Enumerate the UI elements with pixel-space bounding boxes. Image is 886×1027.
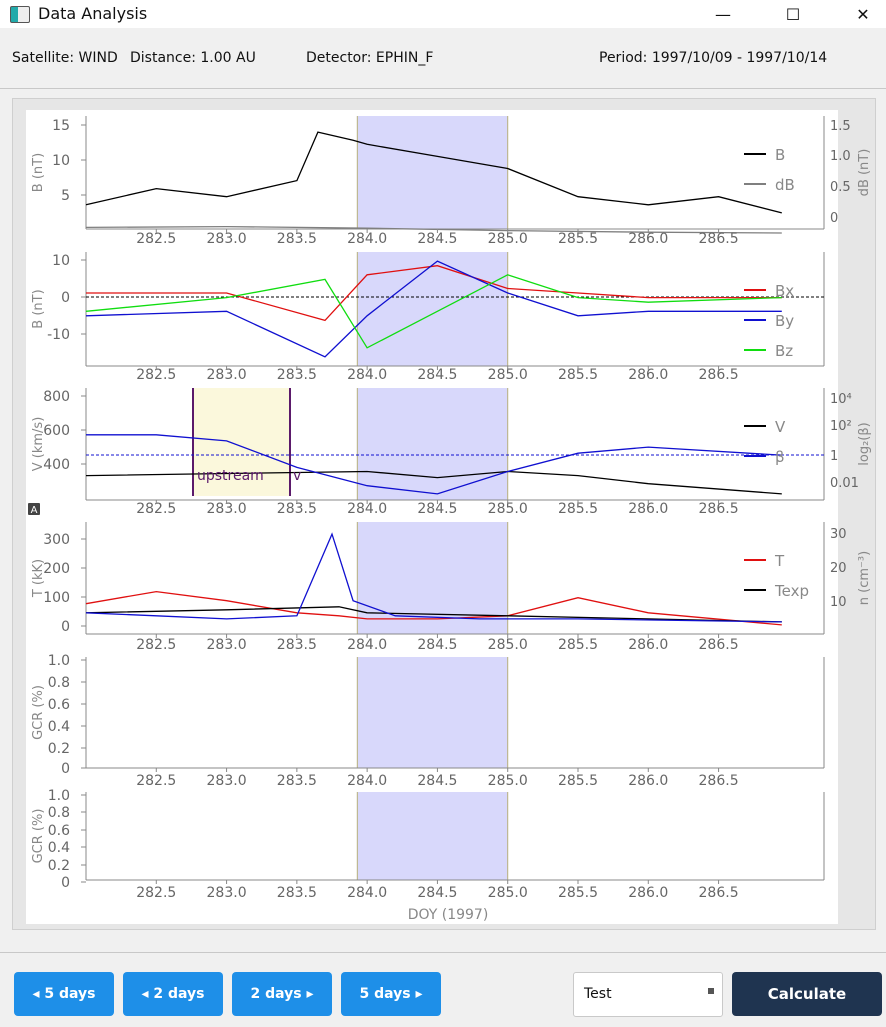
- satellite-label: Satellite: WIND: [12, 50, 118, 66]
- back-2-days-button[interactable]: ◂ 2 days: [123, 972, 223, 1016]
- window-title: Data Analysis: [38, 4, 148, 23]
- calculate-button[interactable]: Calculate: [732, 972, 882, 1016]
- period-label: Period: 1997/10/09 - 1997/10/14: [599, 50, 828, 66]
- analysis-select-value: Test: [584, 986, 612, 1002]
- distance-label: Distance: 1.00 AU: [130, 50, 256, 66]
- detector-label: Detector: EPHIN_F: [306, 50, 434, 66]
- info-bar: Satellite: WIND Distance: 1.00 AU Detect…: [0, 28, 886, 89]
- forward-5-days-button[interactable]: 5 days ▸: [341, 972, 441, 1016]
- back-5-days-button[interactable]: ◂ 5 days: [14, 972, 114, 1016]
- minimize-button[interactable]: —: [715, 4, 731, 24]
- title-bar: Data Analysis — ☐ ✕: [0, 0, 886, 28]
- analysis-select[interactable]: Test: [573, 972, 723, 1017]
- dropdown-icon: [708, 988, 714, 994]
- app-window-icon: [10, 6, 30, 23]
- separator: [0, 952, 886, 953]
- forward-2-days-button[interactable]: 2 days ▸: [232, 972, 332, 1016]
- close-button[interactable]: ✕: [856, 4, 870, 24]
- maximize-button[interactable]: ☐: [785, 4, 801, 24]
- plot-area: [12, 98, 876, 930]
